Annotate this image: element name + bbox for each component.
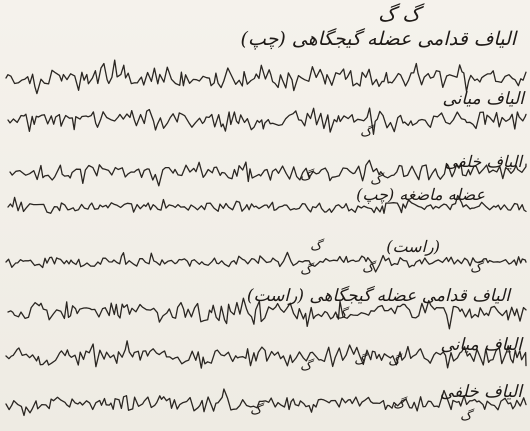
mark: گ bbox=[460, 409, 472, 424]
mark: گ bbox=[250, 403, 262, 418]
mark: گ bbox=[388, 354, 400, 369]
label-right-middle-temporalis: الیاف میانی bbox=[440, 335, 522, 355]
mark: گ bbox=[300, 263, 312, 278]
mark: گ bbox=[300, 169, 312, 184]
label-left-posterior-temporalis: الیاف خلفی bbox=[444, 152, 522, 171]
mark: گ bbox=[470, 261, 482, 276]
mark: گ bbox=[300, 359, 312, 374]
mark: گ bbox=[362, 261, 374, 276]
mark: گ bbox=[310, 239, 322, 254]
label-left-masseter: عضله ماضغه (چپ) bbox=[356, 185, 485, 204]
mark: گ bbox=[360, 125, 372, 140]
emg-trace-right-masseter bbox=[5, 251, 527, 273]
label-right-masseter: (راست) bbox=[386, 237, 440, 256]
label-left-middle-temporalis: الیاف میانی bbox=[442, 89, 524, 109]
emg-trace-right-posterior-temporalis bbox=[5, 388, 527, 417]
emg-trace-left-anterior-temporalis bbox=[5, 59, 527, 95]
emg-trace-right-anterior-temporalis bbox=[7, 297, 527, 330]
mark: گ bbox=[335, 307, 347, 322]
emg-trace-right-middle-temporalis bbox=[5, 340, 527, 369]
emg-trace-left-masseter bbox=[7, 194, 527, 214]
mark: گ bbox=[370, 173, 382, 188]
heading-mark: گ گ bbox=[378, 2, 421, 26]
mark: گ bbox=[354, 353, 366, 368]
label-left-anterior-temporalis: الیاف قدامی عضله گیجگاهی (چپ) bbox=[240, 28, 517, 50]
emg-trace-left-middle-temporalis bbox=[7, 107, 527, 135]
emg-trace-left-posterior-temporalis bbox=[9, 159, 527, 187]
label-right-posterior-temporalis: الیاف خلفی bbox=[439, 382, 522, 402]
label-right-anterior-temporalis: الیاف قدامی عضله گیجگاهی (راست) bbox=[246, 286, 510, 306]
mark: گ bbox=[393, 397, 405, 412]
